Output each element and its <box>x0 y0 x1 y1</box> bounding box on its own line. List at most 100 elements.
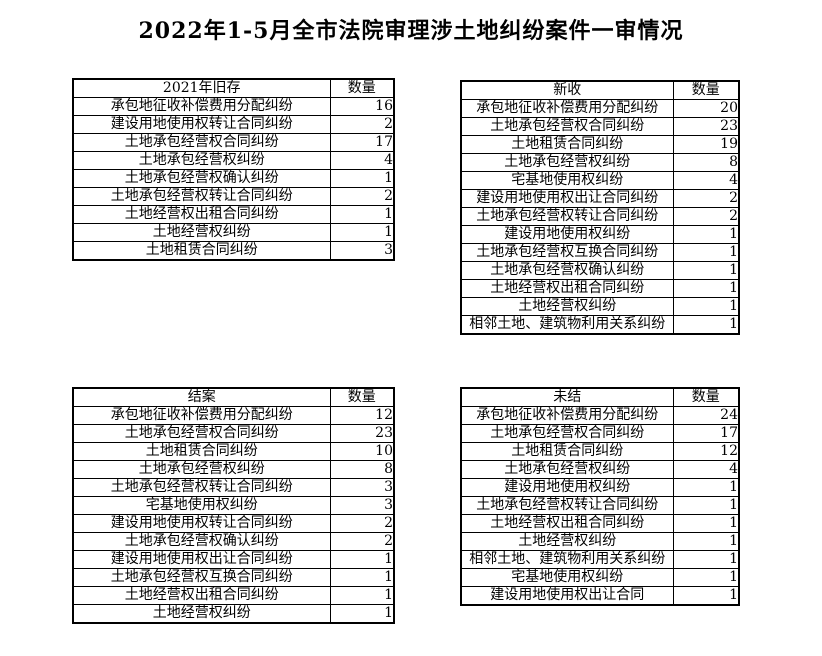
case-type-cell: 土地承包经营权纠纷 <box>72 151 331 170</box>
table-row: 建设用地使用权转让合同纠纷 2 <box>72 514 395 533</box>
count-cell: 19 <box>672 135 740 154</box>
table-row: 宅基地使用权纠纷 3 <box>72 496 395 515</box>
table-row: 土地承包经营权互换合同纠纷 1 <box>460 243 740 262</box>
case-type-cell: 宅基地使用权纠纷 <box>460 171 674 190</box>
count-cell: 1 <box>329 169 395 188</box>
case-type-cell: 土地承包经营权合同纠纷 <box>72 133 331 152</box>
case-type-cell: 土地承包经营权互换合同纠纷 <box>460 243 674 262</box>
case-type-cell: 土地承包经营权纠纷 <box>460 153 674 172</box>
table-header-row: 新收 数量 <box>460 80 740 100</box>
count-cell: 3 <box>329 478 395 497</box>
case-type-cell: 建设用地使用权出让合同 <box>460 586 674 606</box>
count-cell: 4 <box>672 460 740 479</box>
table-row: 土地经营权出租合同纠纷 1 <box>72 586 395 605</box>
count-cell: 1 <box>672 478 740 497</box>
count-cell: 2 <box>329 115 395 134</box>
case-type-cell: 土地承包经营权确认纠纷 <box>72 169 331 188</box>
count-cell: 24 <box>672 406 740 425</box>
count-cell: 1 <box>672 243 740 262</box>
table-row: 土地租赁合同纠纷 10 <box>72 442 395 461</box>
table-row: 承包地征收补偿费用分配纠纷 16 <box>72 97 395 116</box>
table-row: 土地经营权出租合同纠纷 1 <box>460 514 740 533</box>
count-cell: 8 <box>672 153 740 172</box>
case-type-cell: 土地承包经营权互换合同纠纷 <box>72 568 331 587</box>
case-type-cell: 建设用地使用权纠纷 <box>460 225 674 244</box>
table-row: 土地经营权纠纷 1 <box>460 297 740 316</box>
case-type-cell: 土地租赁合同纠纷 <box>460 135 674 154</box>
quantity-header-cell: 数量 <box>329 387 395 407</box>
table-closed: 结案 数量 承包地征收补偿费用分配纠纷 1 2 土地承包经营权合同纠纷 23 土地租赁合同… <box>72 387 395 624</box>
case-type-cell: 土地承包经营权合同纠纷 <box>72 424 331 443</box>
table-row: 建设用地使用权出让合同纠纷 2 <box>460 189 740 208</box>
count-cell: 2 <box>329 187 395 206</box>
table-row: 土地经营权纠纷 1 <box>460 532 740 551</box>
table-row: 土地承包经营权合同纠纷 17 <box>460 424 740 443</box>
page-title: 2022年1-5月全市法院审理涉土地纠纷案件一审情况 <box>138 18 684 44</box>
table-row: 土地租赁合同纠纷 19 <box>460 135 740 154</box>
count-cell: 4 <box>672 171 740 190</box>
table-pending: 未结 数量 承包地征收补偿费用分配纠纷 24 土地承包经营权合同纠纷 17 土地租赁合同… <box>460 387 740 606</box>
count-cell: 1 <box>329 604 395 624</box>
table-header-row: 结案 数量 <box>72 387 395 407</box>
case-type-cell: 土地经营权纠纷 <box>72 223 331 242</box>
count-cell: 23 <box>329 424 395 443</box>
case-type-cell: 土地经营权出租合同纠纷 <box>72 205 331 224</box>
case-type-cell: 相邻土地、建筑物利用关系纠纷 <box>460 550 674 569</box>
case-type-cell: 建设用地使用权转让合同纠纷 <box>72 115 331 134</box>
table-row: 土地租赁合同纠纷 3 <box>72 241 395 261</box>
table-row: 土地承包经营权合同纠纷 23 <box>72 424 395 443</box>
table-row: 土地承包经营权纠纷 8 <box>460 153 740 172</box>
quantity-header-cell: 数量 <box>672 80 740 100</box>
count-cell: 1 <box>672 261 740 280</box>
case-type-cell: 承包地征收补偿费用分配纠纷 <box>460 406 674 425</box>
case-type-cell: 建设用地使用权转让合同纠纷 <box>72 514 331 533</box>
table-title-cell: 2021年旧存 <box>72 78 331 98</box>
table-header-row: 未结 数量 <box>460 387 740 407</box>
case-type-cell: 土地承包经营权纠纷 <box>72 460 331 479</box>
quantity-header-cell: 数量 <box>672 387 740 407</box>
case-type-cell: 承包地征收补偿费用分配纠纷 <box>72 97 331 116</box>
quantity-header-cell: 数量 <box>329 78 395 98</box>
case-type-cell: 土地承包经营权转让合同纠纷 <box>72 187 331 206</box>
case-type-cell: 土地承包经营权确认纠纷 <box>72 532 331 551</box>
table-row: 土地经营权纠纷 1 <box>72 223 395 242</box>
count-cell: 8 <box>329 460 395 479</box>
table-row: 承包地征收补偿费用分配纠纷 24 <box>460 406 740 425</box>
table-row: 土地承包经营权转让合同纠纷 3 <box>72 478 395 497</box>
case-type-cell: 土地承包经营权合同纠纷 <box>460 424 674 443</box>
case-type-cell: 建设用地使用权出让合同纠纷 <box>72 550 331 569</box>
count-cell: 3 <box>329 496 395 515</box>
table-row: 土地经营权纠纷 1 <box>72 604 395 624</box>
count-cell: 2 <box>329 532 395 551</box>
case-type-cell: 宅基地使用权纠纷 <box>72 496 331 515</box>
case-type-cell: 土地承包经营权转让合同纠纷 <box>460 207 674 226</box>
case-type-cell: 土地承包经营权合同纠纷 <box>460 117 674 136</box>
table-header-row: 2021年旧存 数量 <box>72 78 395 98</box>
table-row: 建设用地使用权出让合同 1 <box>460 586 740 606</box>
table-row: 建设用地使用权出让合同纠纷 1 <box>72 550 395 569</box>
case-type-cell: 土地承包经营权纠纷 <box>460 460 674 479</box>
case-type-cell: 承包地征收补偿费用分配纠纷 <box>460 99 674 118</box>
count-cell: 1 <box>329 586 395 605</box>
case-type-cell: 土地经营权纠纷 <box>460 297 674 316</box>
count-cell: 2 <box>672 189 740 208</box>
table-row: 土地承包经营权纠纷 4 <box>72 151 395 170</box>
count-cell: 2 <box>672 207 740 226</box>
case-type-cell: 土地承包经营权转让合同纠纷 <box>72 478 331 497</box>
table-row: 建设用地使用权纠纷 1 <box>460 478 740 497</box>
count-cell: 10 <box>329 442 395 461</box>
case-type-cell: 承包地征收补偿费用分配纠纷 <box>72 406 331 425</box>
case-type-cell: 相邻土地、建筑物利用关系纠纷 <box>460 315 674 335</box>
table-row: 土地承包经营权合同纠纷 17 <box>72 133 395 152</box>
count-cell: 1 <box>672 297 740 316</box>
case-type-cell: 建设用地使用权纠纷 <box>460 478 674 497</box>
table-row: 土地承包经营权纠纷 8 <box>72 460 395 479</box>
count-cell: 1 <box>672 279 740 298</box>
case-type-cell: 土地租赁合同纠纷 <box>460 442 674 461</box>
count-cell: 1 <box>672 586 740 606</box>
table-title-cell: 未结 <box>460 387 674 407</box>
table-row: 相邻土地、建筑物利用关系纠纷 1 <box>460 315 740 335</box>
table-row: 土地经营权出租合同纠纷 1 <box>72 205 395 224</box>
case-type-cell: 土地经营权纠纷 <box>72 604 331 624</box>
